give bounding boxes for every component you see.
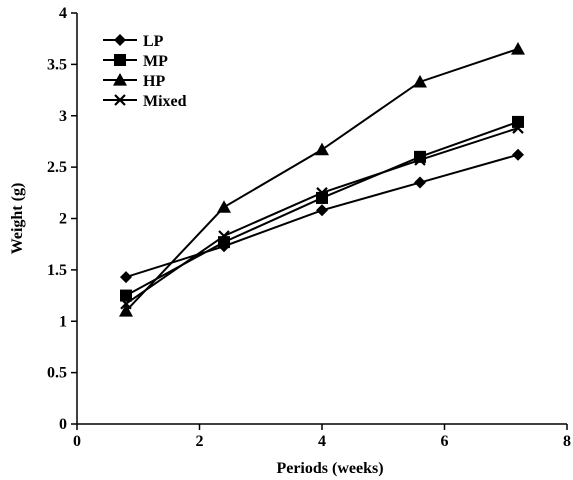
series-lines — [125, 48, 519, 312]
legend-marker-lp — [114, 34, 126, 46]
data-point-mp — [218, 236, 230, 249]
x-tick-label: 8 — [563, 433, 571, 450]
ticks: 0 2 4 6 8 0 0.5 1 1.5 2 2.5 3 3.5 4 — [47, 5, 571, 450]
y-tick-label: 1 — [59, 313, 67, 330]
y-tick-label: 1.5 — [47, 262, 67, 279]
y-tick-label: 2.5 — [47, 159, 67, 176]
data-point-mixed — [218, 230, 230, 242]
legend-label-mp: MP — [143, 53, 168, 70]
legend-label-hp: HP — [143, 73, 165, 90]
data-point-hp — [119, 303, 133, 317]
data-point-mixed — [120, 298, 132, 310]
data-point-mixed — [414, 154, 426, 166]
x-tick-label: 0 — [73, 433, 81, 450]
x-tick-label: 4 — [318, 433, 326, 450]
data-point-hp — [315, 142, 329, 156]
x-axis-title: Periods (weeks) — [276, 460, 383, 477]
y-axis-title: Weight (g) — [9, 183, 26, 255]
legend-marker-mixed — [114, 94, 126, 106]
data-point-mp — [512, 115, 524, 128]
series-line-hp — [125, 48, 519, 312]
y-tick-label: 0 — [59, 416, 67, 433]
legend-marker-hp — [113, 73, 127, 86]
legend-label-lp: LP — [143, 33, 164, 50]
data-point-lp — [512, 148, 524, 161]
y-tick-label: 4 — [59, 5, 67, 22]
legend-entry-lp: LP — [103, 33, 164, 50]
legend-entry-mixed: Mixed — [103, 93, 187, 110]
legend-label-mixed: Mixed — [143, 93, 187, 110]
legend-marker-mp — [114, 54, 126, 66]
legend: LP MP HP Mixed — [103, 33, 187, 110]
data-point-hp — [511, 41, 525, 55]
y-tick-label: 0.5 — [47, 365, 67, 382]
data-point-hp — [217, 200, 231, 213]
data-point-lp — [414, 176, 426, 189]
data-point-lp — [316, 204, 328, 217]
data-point-mp — [414, 150, 426, 163]
data-point-mixed — [512, 122, 524, 134]
data-point-lp — [120, 271, 132, 284]
data-point-mp — [120, 289, 132, 302]
y-tick-label: 2 — [59, 211, 67, 228]
x-tick-label: 2 — [196, 433, 204, 450]
data-point-mixed — [316, 187, 328, 199]
y-tick-label: 3.5 — [47, 56, 67, 73]
y-tick-label: 3 — [59, 108, 67, 125]
series-markers — [119, 41, 525, 317]
data-point-hp — [413, 74, 427, 88]
legend-entry-hp: HP — [103, 73, 165, 90]
legend-entry-mp: MP — [103, 53, 168, 70]
x-tick-label: 6 — [441, 433, 449, 450]
